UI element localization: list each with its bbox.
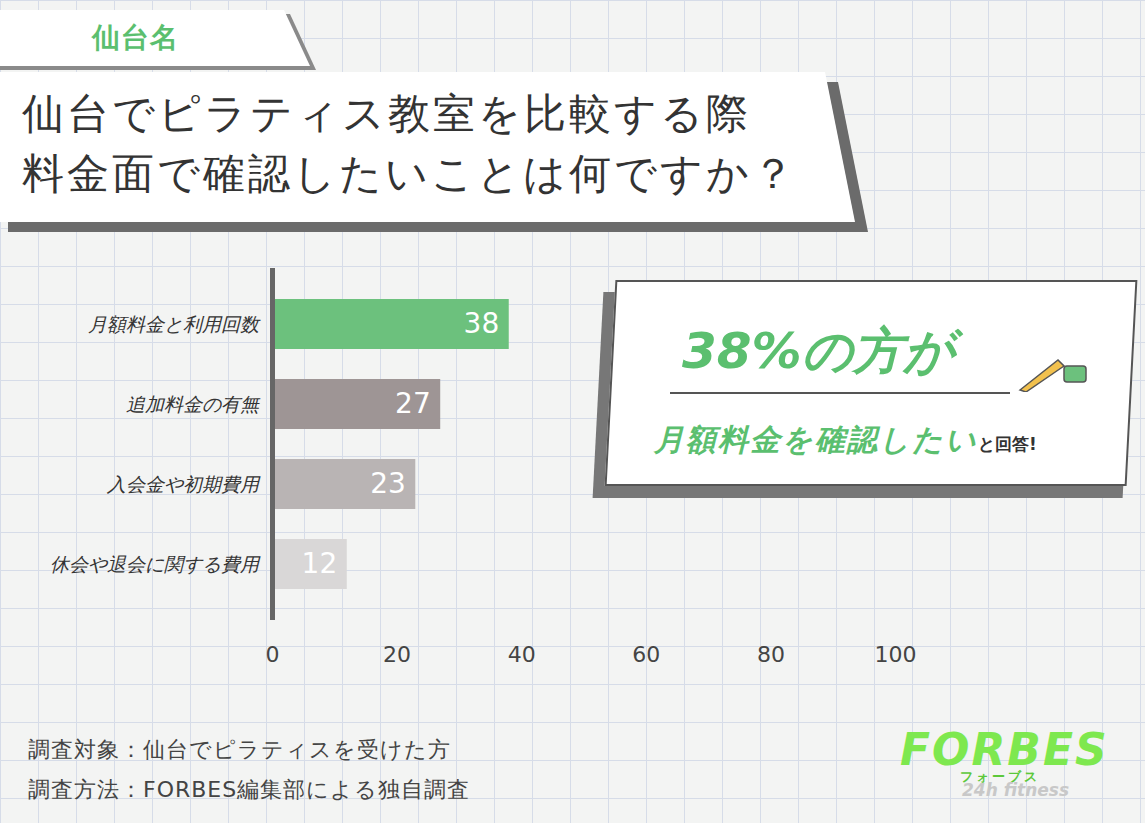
svg-text:20: 20 <box>383 642 411 667</box>
html-text:仙台名: 仙台名 <box>92 21 179 54</box>
svg-text:38: 38 <box>464 307 500 340</box>
html-text:仙台でピラティス教室を比較する際 料金面で確認したいことは何: 仙台でピラティス教室を比較する際 料金面で確認したいことは何ですか？ <box>22 89 797 198</box>
html-text:調査対象：仙台でピラティスを受けた方: 調査対象：仙台でピラティスを受けた方 <box>28 737 451 762</box>
svg-text:80: 80 <box>757 642 785 667</box>
html-text:24h fitness: 24h fitness <box>962 780 1070 800</box>
svg-text:60: 60 <box>632 642 660 667</box>
svg-text:追加料金の有無: 追加料金の有無 <box>126 393 261 415</box>
html-text:FORBES: FORBES <box>900 724 1109 775</box>
svg-text:12: 12 <box>302 547 338 580</box>
svg-text:40: 40 <box>508 642 536 667</box>
html-text:38%の方が: 38%の方が <box>682 322 954 380</box>
svg-text:0: 0 <box>266 642 280 667</box>
svg-text:入会金や初期費用: 入会金や初期費用 <box>106 473 261 495</box>
svg-text:27: 27 <box>395 387 431 420</box>
svg-text:休会や退会に関する費用: 休会や退会に関する費用 <box>50 553 261 575</box>
html-text:調査方法：FORBES編集部による独自調査: 調査方法：FORBES編集部による独自調査 <box>28 777 471 802</box>
html-text:フォーブス: フォーブス <box>960 769 1040 784</box>
html-text:月額料金を確認したいと回答!: 月額料金を確認したいと回答! <box>654 422 1037 457</box>
svg-text:月額料金と利用回数: 月額料金と利用回数 <box>88 313 261 335</box>
svg-text:100: 100 <box>875 642 917 667</box>
svg-text:23: 23 <box>370 467 406 500</box>
